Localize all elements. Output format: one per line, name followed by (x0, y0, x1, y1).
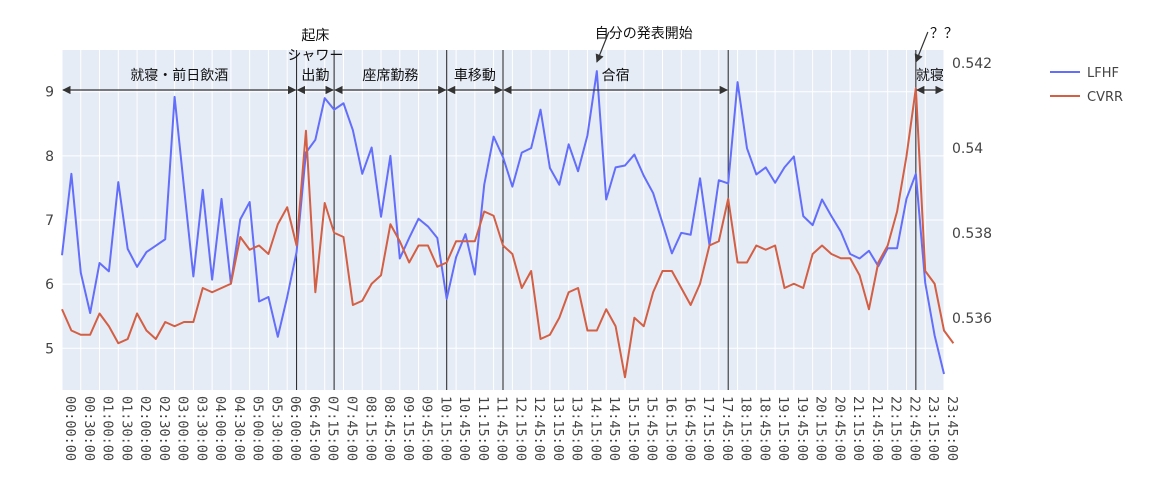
y-left-tick-label: 7 (45, 213, 54, 229)
x-tick-label: 06:00:00 (287, 396, 303, 461)
x-tick-label: 05:30:00 (268, 396, 284, 461)
x-tick-label: 12:45:00 (531, 396, 547, 461)
x-tick-label: 21:45:00 (869, 396, 885, 461)
x-tick-label: 01:00:00 (100, 396, 116, 461)
legend: LFHF CVRR (1050, 66, 1123, 105)
note-label: 自分の発表開始 (595, 26, 693, 42)
region-label: 就寝 (916, 67, 944, 84)
series-line-cvrr (61, 87, 955, 379)
y-left-tick-label: 9 (45, 85, 54, 101)
x-tick-label: 11:45:00 (494, 396, 510, 461)
x-tick-label: 20:15:00 (813, 396, 829, 461)
x-tick-label: 16:15:00 (663, 396, 679, 461)
x-tick-label: 19:15:00 (775, 396, 791, 461)
y-left-tick-label: 5 (45, 341, 54, 357)
legend-label: CVRR (1087, 90, 1123, 105)
note-label: ？？ (930, 26, 958, 42)
x-tick-label: 06:45:00 (306, 396, 322, 461)
x-tick-label: 14:45:00 (606, 396, 622, 461)
x-tick-label: 21:15:00 (850, 396, 866, 461)
axes: 00:00:00 00:30:00 01:00:00 01:30:00 02:00:00… (45, 56, 992, 461)
region-label: 出勤 (301, 68, 329, 84)
x-tick-label: 14:15:00 (587, 396, 603, 461)
region-label: 就寝・前日飲酒 (130, 67, 228, 84)
x-tick-label: 22:45:00 (906, 396, 922, 461)
x-tick-label: 16:45:00 (681, 396, 697, 461)
x-tick-label: 18:15:00 (738, 396, 754, 461)
x-tick-label: 08:15:00 (362, 396, 378, 461)
series-lines (61, 70, 955, 379)
grid (61, 50, 945, 390)
x-tick-label: 02:00:00 (137, 396, 153, 461)
x-tick-label: 10:45:00 (456, 396, 472, 461)
note-label: シャワー (287, 48, 343, 64)
region-label: 車移動 (454, 67, 496, 84)
x-tick-label: 09:15:00 (400, 396, 416, 461)
x-tick-label: 04:30:00 (231, 396, 247, 461)
x-tick-label: 07:15:00 (325, 396, 341, 461)
x-tick-label: 13:15:00 (550, 396, 566, 461)
x-tick-label: 04:00:00 (212, 396, 228, 461)
x-tick-label: 15:15:00 (625, 396, 641, 461)
y-left-tick-label: 6 (45, 277, 54, 293)
note-arrow (914, 31, 929, 63)
x-tick-label: 03:00:00 (175, 396, 191, 461)
x-tick-label: 13:45:00 (569, 396, 585, 461)
x-tick-label: 07:45:00 (343, 396, 359, 461)
y-left-tick-label: 8 (45, 149, 54, 165)
x-tick-label: 08:45:00 (381, 396, 397, 461)
legend-label: LFHF (1087, 66, 1119, 81)
series-line-lfhf (61, 70, 945, 375)
region-label: 合宿 (602, 67, 630, 84)
x-tick-label: 00:30:00 (81, 396, 97, 461)
x-tick-label: 12:15:00 (512, 396, 528, 461)
x-tick-label: 09:45:00 (419, 396, 435, 461)
x-tick-label: 03:30:00 (193, 396, 209, 461)
x-tick-label: 15:45:00 (644, 396, 660, 461)
x-tick-label: 17:15:00 (700, 396, 716, 461)
x-tick-label: 01:30:00 (118, 396, 134, 461)
x-tick-label: 10:15:00 (437, 396, 453, 461)
y-right-tick-label: 0.54 (952, 141, 983, 157)
x-tick-label: 18:45:00 (756, 396, 772, 461)
x-tick-label: 05:00:00 (250, 396, 266, 461)
x-tick-label: 00:00:00 (62, 396, 78, 461)
region-label: 座席勤務 (362, 68, 418, 84)
x-tick-label: 20:45:00 (831, 396, 847, 461)
x-tick-label: 11:15:00 (475, 396, 491, 461)
note-arrow (595, 31, 610, 63)
y-right-tick-label: 0.536 (952, 311, 992, 327)
x-tick-label: 19:45:00 (794, 396, 810, 461)
y-right-tick-label: 0.542 (952, 56, 992, 72)
x-tick-label: 17:45:00 (719, 396, 735, 461)
x-tick-label: 23:45:00 (944, 396, 960, 461)
x-tick-label: 23:15:00 (925, 396, 941, 461)
note-label: 起床 (301, 28, 329, 44)
x-tick-label: 22:15:00 (888, 396, 904, 461)
x-tick-label: 02:30:00 (156, 396, 172, 461)
y-right-tick-label: 0.538 (952, 226, 992, 242)
